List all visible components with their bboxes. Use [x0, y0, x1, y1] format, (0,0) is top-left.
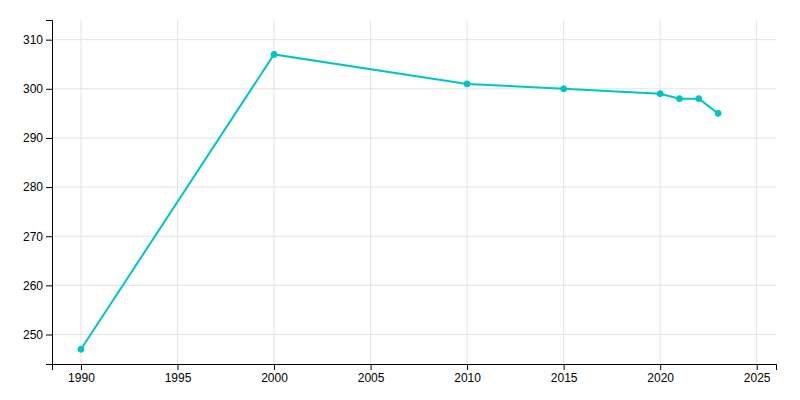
tick-mark	[46, 335, 52, 336]
grid	[52, 20, 776, 364]
tick: 290	[23, 131, 52, 145]
grid-line	[370, 20, 371, 364]
tick-mark	[46, 285, 52, 286]
tick-label: 290	[23, 131, 43, 145]
tick-mark	[46, 236, 52, 237]
grid-line	[80, 20, 81, 364]
tick-label: 2025	[744, 371, 771, 385]
grid-line	[52, 187, 776, 188]
tick-label: 270	[23, 230, 43, 244]
marks	[78, 51, 721, 352]
point	[78, 346, 84, 352]
tick: 280	[23, 180, 52, 194]
grid-line	[52, 39, 776, 40]
tick-label: 1990	[68, 371, 95, 385]
tick-mark	[467, 364, 468, 370]
tick: 250	[23, 328, 52, 342]
tick: 2010	[454, 364, 481, 385]
point	[464, 81, 470, 87]
tick: 260	[23, 279, 52, 293]
grid-line	[52, 334, 776, 335]
y-axis: 250 260 270 280 290 300 310	[23, 21, 53, 365]
x-axis: 1990 1995 2000 2005 2010 2015 2020 2025	[53, 364, 777, 385]
tick-label: 2010	[454, 371, 481, 385]
tick-label: 310	[23, 33, 43, 47]
tick-label: 2000	[261, 371, 288, 385]
grid-line	[52, 285, 776, 286]
point	[696, 96, 702, 102]
plot: 1990 1995 2000 2005 2010 2015 2020 2025 250 260 27…	[23, 20, 777, 385]
tick-label: 1995	[165, 371, 192, 385]
tick-mark	[46, 187, 52, 188]
grid-line	[52, 88, 776, 89]
tick-mark	[274, 364, 275, 370]
tick-mark	[46, 40, 52, 41]
tick: 270	[23, 230, 52, 244]
tick-label: 280	[23, 180, 43, 194]
grid-line	[660, 20, 661, 364]
tick: 2025	[744, 364, 771, 385]
point	[657, 91, 663, 97]
tick-mark	[660, 364, 661, 370]
y-axis-line	[46, 21, 53, 365]
grid-line	[52, 236, 776, 237]
grid-line	[756, 20, 757, 364]
tick: 2005	[358, 364, 385, 385]
grid-line	[52, 137, 776, 138]
tick-mark	[371, 364, 372, 370]
chart: 1990 1995 2000 2005 2010 2015 2020 2025 250 260 27…	[0, 0, 800, 400]
tick: 2020	[647, 364, 674, 385]
tick-label: 2020	[647, 371, 674, 385]
x-axis-line	[53, 365, 777, 371]
tick-mark	[46, 138, 52, 139]
point	[676, 96, 682, 102]
grid-line	[563, 20, 564, 364]
tick-label: 300	[23, 82, 43, 96]
tick-mark	[564, 364, 565, 370]
tick-label: 250	[23, 328, 43, 342]
tick: 300	[23, 82, 52, 96]
tick: 1990	[68, 364, 95, 385]
tick: 310	[23, 33, 52, 47]
tick-label: 260	[23, 279, 43, 293]
line	[81, 54, 718, 349]
tick: 2000	[261, 364, 288, 385]
grid-line	[177, 20, 178, 364]
tick-mark	[177, 364, 178, 370]
tick-mark	[46, 89, 52, 90]
tick-label: 2015	[551, 371, 578, 385]
point	[715, 110, 721, 116]
point	[561, 86, 567, 92]
grid-line	[274, 20, 275, 364]
tick: 1995	[165, 364, 192, 385]
tick-mark	[81, 364, 82, 370]
tick-mark	[757, 364, 758, 370]
tick-label: 2005	[358, 371, 385, 385]
point	[271, 51, 277, 57]
grid-line	[467, 20, 468, 364]
tick: 2015	[551, 364, 578, 385]
